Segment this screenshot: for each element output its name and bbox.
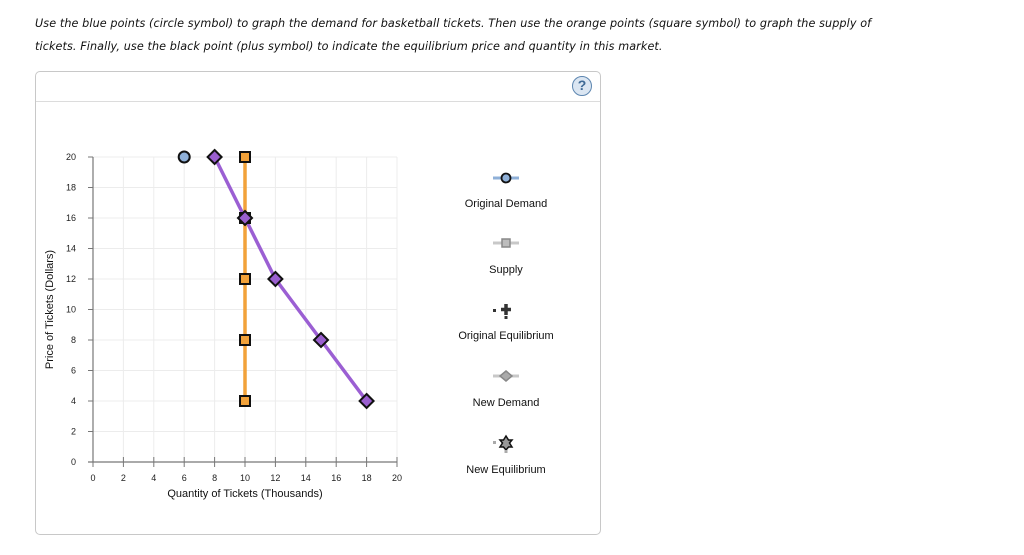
dot-icon [504, 450, 508, 453]
x-tick-label: 12 [270, 473, 280, 483]
instructions-line-2: tickets. Finally, use the black point (p… [35, 40, 663, 53]
legend-label: Original Demand [464, 198, 548, 210]
dot-icon [493, 309, 496, 312]
x-tick-label: 18 [362, 473, 372, 483]
y-tick-label: 14 [66, 244, 76, 254]
panel-header: ? [36, 72, 600, 102]
instructions: Use the blue points (circle symbol) to g… [35, 12, 935, 58]
orange-square-icon[interactable] [493, 238, 519, 248]
axes: 0 2 4 6 8 10 12 14 16 18 20 0 2 4 6 8 10 12 14 16 18 20 Quanti… [44, 152, 402, 500]
original-demand-point[interactable] [177, 150, 191, 164]
dot-icon [504, 316, 508, 319]
y-tick-label: 4 [71, 396, 76, 406]
x-tick-label: 14 [301, 473, 311, 483]
y-tick-label: 10 [66, 305, 76, 315]
black-plus-icon[interactable] [493, 304, 511, 319]
legend-icons [493, 172, 519, 453]
supply-point[interactable] [239, 395, 251, 407]
blue-circle-icon[interactable] [493, 172, 519, 184]
x-tick-label: 20 [392, 473, 402, 483]
dot-icon [493, 441, 496, 444]
y-tick-label: 16 [66, 213, 76, 223]
instructions-line-1: Use the blue points (circle symbol) to g… [35, 17, 872, 30]
x-tick-label: 10 [240, 473, 250, 483]
new-demand-point[interactable] [312, 331, 330, 349]
legend-label: New Demand [472, 397, 540, 409]
y-tick-label: 6 [71, 366, 76, 376]
square-icon [501, 238, 511, 248]
star-icon[interactable] [493, 434, 514, 453]
legend-label: Original Equilibrium [458, 330, 554, 342]
new-demand-point[interactable] [236, 209, 254, 227]
supply-point[interactable] [239, 334, 251, 346]
y-tick-label: 2 [71, 427, 76, 437]
supply-point[interactable] [239, 273, 251, 285]
x-tick-label: 2 [121, 473, 126, 483]
x-tick-label: 8 [212, 473, 217, 483]
star-icon [498, 434, 514, 452]
legend-label: Supply [489, 264, 523, 276]
x-tick-label: 0 [90, 473, 95, 483]
y-tick-label: 12 [66, 274, 76, 284]
x-tick-label: 6 [182, 473, 187, 483]
supply-point[interactable] [239, 151, 251, 163]
help-button[interactable]: ? [572, 76, 592, 96]
x-tick-label: 16 [331, 473, 341, 483]
y-tick-label: 8 [71, 335, 76, 345]
y-tick-label: 0 [71, 457, 76, 467]
diamond-icon [498, 370, 514, 382]
new-demand-point[interactable] [206, 148, 224, 166]
graph-panel: ? [35, 71, 601, 535]
purple-diamond-icon[interactable] [493, 370, 519, 382]
series-layer [177, 148, 376, 410]
new-demand-point[interactable] [358, 392, 376, 410]
legend-label: New Equilibrium [466, 464, 546, 476]
x-tick-label: 4 [151, 473, 156, 483]
new-demand-point[interactable] [266, 270, 284, 288]
x-axis-label: Quantity of Tickets (Thousands) [167, 488, 322, 500]
y-tick-label: 18 [66, 183, 76, 193]
plus-icon [501, 304, 511, 315]
circle-icon [500, 172, 512, 184]
y-tick-label: 20 [66, 152, 76, 162]
y-axis-label: Price of Tickets (Dollars) [44, 250, 56, 369]
